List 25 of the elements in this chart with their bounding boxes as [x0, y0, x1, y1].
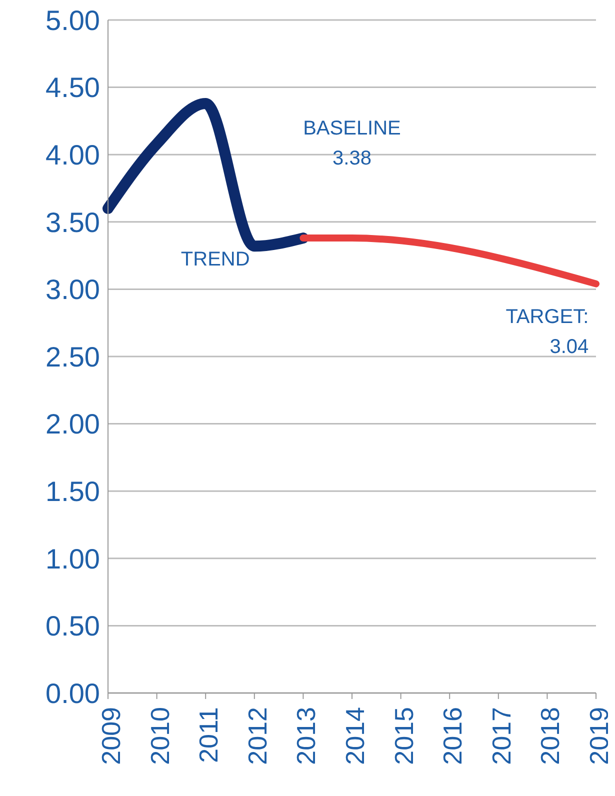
x-tick-label: 2013 — [291, 707, 322, 765]
x-tick-label: 2009 — [96, 707, 126, 765]
y-tick-label: 2.50 — [46, 341, 100, 372]
x-tick-label: 2018 — [535, 707, 566, 765]
x-tick-label: 2019 — [584, 707, 614, 765]
x-tick-label: 2010 — [144, 707, 175, 765]
y-tick-label: 5.00 — [46, 4, 100, 36]
x-tick-label: 2012 — [242, 707, 272, 765]
annotation: BASELINE 3.38 — [303, 117, 401, 170]
y-tick-label: 3.00 — [46, 274, 100, 306]
y-tick-label: 0.00 — [46, 678, 100, 709]
y-tick-label: 2.00 — [46, 408, 100, 440]
y-tick-label: 3.50 — [46, 206, 100, 238]
x-tick-label: 2011 — [194, 707, 224, 763]
x-tick-label: 2017 — [486, 707, 516, 765]
x-tick-label: 2014 — [340, 707, 370, 765]
y-tick-label: 4.50 — [46, 72, 100, 104]
y-tick-label: 0.50 — [46, 610, 100, 642]
x-tick-label: 2015 — [388, 707, 419, 765]
annotation: TARGET: 3.04 — [506, 306, 589, 358]
y-tick-label: 1.50 — [46, 476, 100, 508]
y-tick-label: 1.00 — [46, 543, 100, 574]
annotation: TREND — [180, 248, 250, 271]
x-tick-label: 2016 — [438, 707, 468, 765]
y-tick-label: 4.00 — [46, 140, 100, 171]
